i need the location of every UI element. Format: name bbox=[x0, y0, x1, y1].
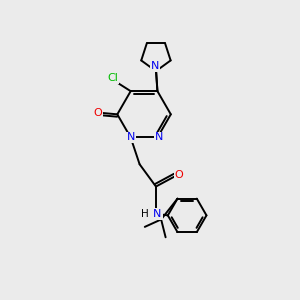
Text: O: O bbox=[93, 108, 102, 118]
Text: N: N bbox=[153, 209, 162, 219]
Text: N: N bbox=[155, 133, 163, 142]
Text: Cl: Cl bbox=[107, 73, 118, 83]
Text: H: H bbox=[141, 209, 148, 219]
Text: N: N bbox=[127, 133, 135, 142]
Text: O: O bbox=[175, 170, 183, 180]
Text: N: N bbox=[151, 61, 160, 71]
